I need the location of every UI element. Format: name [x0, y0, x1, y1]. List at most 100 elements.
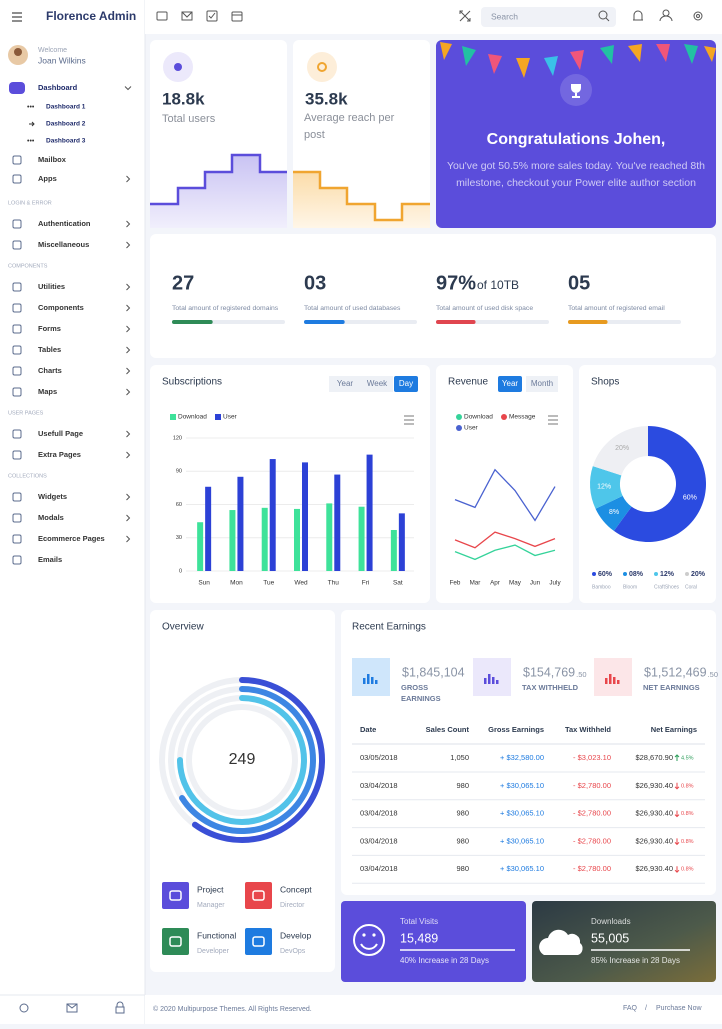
table-cell: + $30,065.10 — [500, 836, 544, 845]
user-name: Joan Wilkins — [38, 55, 86, 65]
chart-title: Shops — [591, 377, 619, 388]
tab-label[interactable]: Year — [337, 379, 354, 388]
tab[interactable] — [526, 376, 558, 392]
nav-subitem[interactable]: Dashboard 3 — [46, 138, 86, 145]
footer-link[interactable]: Purchase Now — [656, 1005, 702, 1012]
slice-label: 8% — [609, 509, 619, 516]
hamburger[interactable] — [12, 12, 22, 22]
nav-item[interactable]: Forms — [38, 324, 61, 333]
visits-value: 55,005 — [591, 931, 629, 945]
team-sub: Developer — [197, 948, 230, 955]
search-icon[interactable] — [598, 10, 610, 22]
pie-slice — [590, 466, 623, 509]
table-cell: $26,930.40 — [635, 864, 673, 873]
summary-icon-bar — [496, 680, 499, 684]
reach-icon-glyph — [317, 62, 327, 72]
nav-icon — [12, 555, 22, 565]
nav-subitem[interactable]: Dashboard 2 — [46, 121, 86, 128]
bar — [334, 474, 341, 571]
trend-arrow — [674, 810, 680, 818]
bar — [269, 459, 276, 571]
nav-item[interactable]: Charts — [38, 366, 62, 375]
visits-value: 15,489 — [400, 931, 438, 945]
nav-icon — [12, 219, 22, 229]
nav-item[interactable]: Modals — [38, 513, 64, 522]
nav-item[interactable]: Widgets — [38, 492, 67, 501]
line — [454, 544, 556, 561]
nav-icon — [12, 429, 22, 439]
nav-item[interactable]: Authentication — [38, 219, 91, 228]
chevron — [126, 367, 131, 375]
table-cell: + $32,580.00 — [500, 753, 544, 762]
nav-item[interactable]: Usefull Page — [38, 429, 83, 438]
stat-label: Total amount of used databases — [304, 305, 401, 312]
search-box[interactable] — [481, 7, 616, 27]
nav-icon — [12, 155, 22, 165]
tab-label[interactable]: Month — [531, 379, 553, 388]
nav-item[interactable]: Dashboard — [38, 83, 78, 92]
trophy-glyph — [571, 84, 581, 98]
bar — [326, 503, 333, 571]
nav-item[interactable]: Miscellaneous — [38, 240, 89, 249]
sparkline — [293, 170, 430, 222]
table-cell: 03/04/2018 — [360, 809, 398, 818]
x-tick-label: May — [509, 580, 522, 587]
nav-icon — [12, 345, 22, 355]
nav-item[interactable]: Maps — [38, 387, 57, 396]
nav-item[interactable]: Emails — [38, 555, 62, 564]
table-header: Gross Earnings — [488, 725, 544, 734]
card-label: Average reach per post — [304, 112, 395, 141]
slice-label: 12% — [597, 484, 611, 491]
table-cell: 980 — [456, 864, 469, 873]
tab-active[interactable] — [498, 376, 522, 392]
nav-icon — [12, 240, 22, 250]
nav-item[interactable]: Components — [38, 303, 84, 312]
sparkline — [150, 153, 287, 206]
tab-active[interactable] — [394, 376, 418, 392]
tab[interactable] — [329, 376, 361, 392]
tab-label[interactable]: Week — [367, 379, 388, 388]
search-placeholder[interactable]: Search — [491, 11, 518, 21]
sparkline-area — [293, 172, 430, 228]
nav-item[interactable]: Ecommerce Pages — [38, 534, 105, 543]
nav-item[interactable]: Mailbox — [38, 155, 67, 164]
team-sub: Manager — [197, 902, 225, 909]
congrats-card — [436, 40, 716, 228]
smiley — [353, 924, 385, 956]
team-icon-glyph — [169, 936, 182, 947]
table-header: Sales Count — [426, 725, 470, 734]
trend-value: 0.8% — [681, 867, 694, 873]
x-tick-label: Apr — [490, 580, 500, 587]
bar — [205, 486, 212, 571]
team-role: Develop — [280, 930, 311, 940]
nav-item[interactable]: Tables — [38, 345, 61, 354]
card-label-box: Average reach per post — [304, 112, 395, 141]
x-tick-label: Mon — [230, 580, 243, 587]
bar — [358, 506, 365, 571]
tab[interactable] — [361, 376, 393, 392]
table-cell: 03/04/2018 — [360, 836, 398, 845]
nav-icon — [12, 534, 22, 544]
visits-card — [341, 901, 526, 982]
pie-slice — [595, 495, 632, 531]
sidebar-footer-icons[interactable] — [19, 1001, 125, 1014]
legend-dot — [623, 572, 627, 576]
footer-link[interactable]: FAQ — [623, 1005, 638, 1012]
legend-swatch — [215, 414, 221, 420]
trend-value: 0.8% — [681, 811, 694, 817]
tab-label[interactable]: Year — [502, 379, 519, 388]
sparkline-area — [150, 155, 287, 228]
topbar-icons[interactable] — [156, 9, 703, 22]
nav-item[interactable]: Utilities — [38, 282, 65, 291]
nav-item[interactable]: Apps — [38, 174, 57, 183]
chevron — [126, 430, 131, 438]
nav-subitem[interactable]: Dashboard 1 — [46, 104, 86, 111]
table-cell: - $3,023.10 — [573, 753, 611, 762]
nav-item[interactable]: Extra Pages — [38, 450, 81, 459]
summary-cents: .50 — [708, 670, 718, 679]
summary-label: TAX WITHHELD — [522, 683, 579, 692]
avatar-head — [14, 48, 22, 56]
tab-label[interactable]: Day — [399, 379, 413, 388]
table-header: Date — [360, 725, 376, 734]
summary-icon-bar — [375, 680, 378, 684]
